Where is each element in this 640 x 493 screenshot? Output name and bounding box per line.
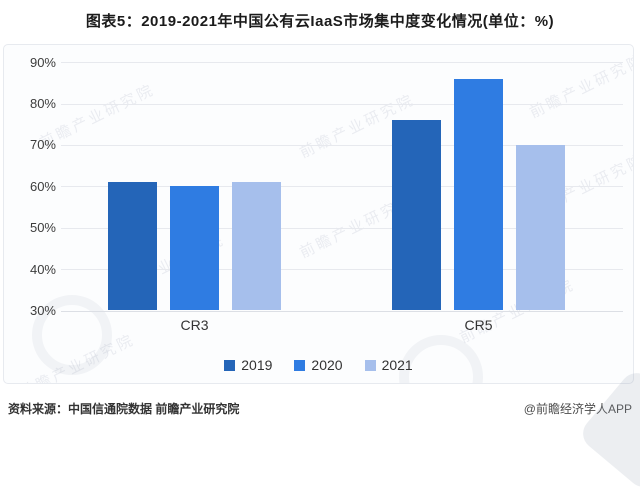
bar-2021-CR5 — [516, 144, 565, 311]
y-axis-tick-label: 90% — [29, 54, 56, 70]
y-axis-tick-label: 40% — [29, 261, 56, 277]
bar-2019-CR5 — [392, 120, 441, 311]
y-axis-tick-label: 80% — [29, 96, 56, 111]
gridline — [61, 103, 623, 105]
legend: 2019 2020 2021 — [4, 355, 633, 375]
bar-2020-CR5 — [454, 78, 503, 311]
gridline — [61, 227, 623, 229]
legend-swatch-icon — [294, 359, 306, 371]
y-axis-tick-label: 50% — [29, 220, 56, 236]
x-axis-category-label: CR3 — [180, 317, 209, 333]
legend-item-2021: 2021 — [364, 357, 413, 373]
y-axis-tick-label: 70% — [29, 137, 56, 153]
legend-label: 2021 — [381, 357, 413, 373]
watermark-text: 前瞻产业研究院 — [527, 51, 634, 122]
legend-swatch-icon — [364, 359, 376, 371]
gridline — [61, 310, 623, 312]
chart-title: 图表5：2019-2021年中国公有云IaaS市场集中度变化情况(单位：%) — [85, 13, 555, 30]
x-axis-category-label: CR5 — [464, 317, 493, 333]
chart-card: 前瞻产业研究院 前瞻产业研究院 前瞻产业研究院 前瞻产业研究院 前瞻产业研究院 前瞻产业研… — [3, 44, 634, 384]
bar-2020-CR3 — [170, 186, 219, 311]
y-axis-tick-label: 60% — [29, 178, 56, 194]
brand-text: @前瞻经济学人APP — [523, 402, 632, 416]
legend-label: 2019 — [241, 357, 273, 373]
gridline — [61, 144, 623, 146]
y-axis-tick-label: 30% — [29, 303, 56, 318]
source-text: 资料来源：中国信通院数据 前瞻产业研究院 — [8, 402, 240, 416]
legend-item-2019: 2019 — [224, 357, 272, 373]
gridline — [61, 62, 623, 64]
bar-2021-CR3 — [232, 182, 281, 311]
watermark-corner-icon — [576, 366, 640, 493]
gridline — [61, 186, 623, 188]
legend-label: 2020 — [311, 357, 343, 373]
legend-item-2020: 2020 — [294, 357, 343, 373]
gridline — [61, 269, 623, 271]
bar-2019-CR3 — [108, 182, 157, 311]
legend-swatch-icon — [224, 359, 236, 371]
footer: 资料来源：中国信通院数据 前瞻产业研究院 @前瞻经济学人APP — [0, 400, 640, 420]
